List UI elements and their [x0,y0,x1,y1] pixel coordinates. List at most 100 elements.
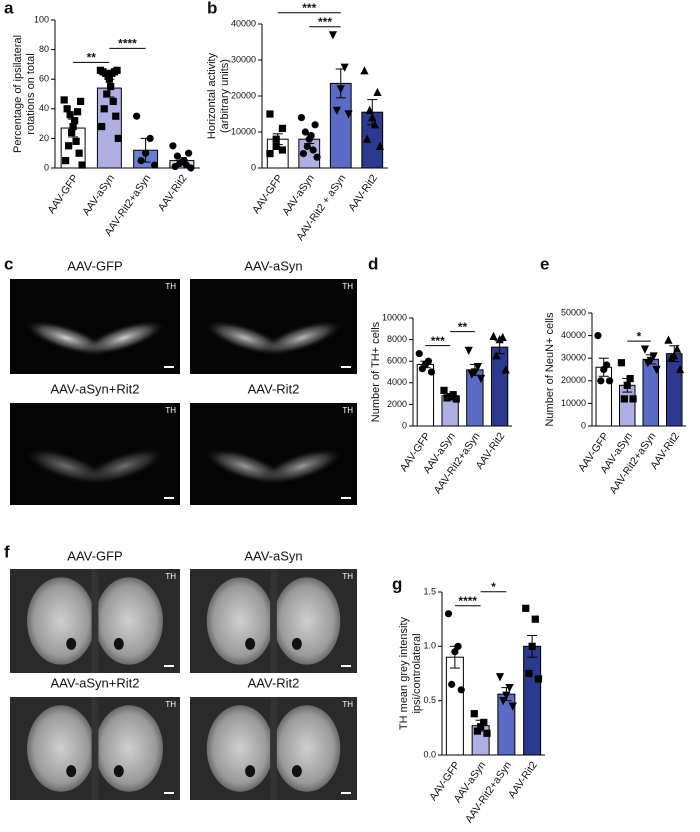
data-point [643,359,652,368]
y-tick-label: 1.5 [423,586,436,596]
midline [270,569,277,673]
data-point [137,157,145,165]
y-axis-label: Horizontal activity [206,52,218,139]
y-axis-label: Number of NeuN+ cells [544,312,556,427]
significance-label: *** [302,1,316,15]
data-point [169,142,177,150]
data-point [617,359,626,367]
data-point [112,112,120,120]
data-point [65,142,73,150]
tissue-dark [113,765,124,778]
data-point [71,117,79,125]
y-axis-label: ipsi/controlateral [411,633,423,713]
data-point [531,615,539,623]
micrograph: TH [190,569,357,673]
signal [260,320,344,356]
tile-title: AAV-Rit2 [248,381,300,396]
data-point [649,352,658,361]
data-point [605,377,614,385]
panel-letter: c [4,254,13,273]
data-point [470,710,478,718]
data-point [473,363,483,372]
data-point [305,135,313,143]
data-point [75,149,83,157]
panel-letter: g [392,574,402,593]
data-point [74,108,82,116]
y-tick-label: 30000 [231,54,256,64]
data-point [508,702,517,711]
data-point [480,718,488,726]
data-point [68,128,76,137]
bar [445,656,464,756]
stain-label: TH [165,572,176,581]
data-point [313,153,321,161]
tile-title: AAV-aSyn [244,258,302,273]
bar [665,353,683,427]
data-point [301,128,309,136]
y-tick-label: 1.0 [423,641,436,651]
y-tick-label: 4000 [387,377,407,387]
data-point [328,31,338,40]
data-point [451,648,459,656]
y-axis-label: rotations on total [25,53,37,134]
data-point [133,112,141,120]
data-point [336,85,345,94]
data-point [185,149,193,157]
midline [91,569,99,673]
tissue [27,577,95,665]
data-point [109,97,117,105]
data-point [492,351,501,360]
y-tick-label: 0 [251,162,256,172]
data-point [464,346,473,355]
midline [270,697,277,800]
data-point [440,386,448,394]
data-point [640,345,650,354]
data-point [675,364,685,374]
y-tick-label: 100 [34,14,49,24]
data-point [370,120,379,129]
tile-title: AAV-Rit2 [248,675,300,690]
data-point [600,365,608,374]
tile-title: AAV-GFP [67,548,122,563]
data-point [100,105,108,113]
stain-label: TH [165,406,176,415]
tissue [273,705,341,792]
bar [523,645,542,756]
data-point [78,161,86,169]
data-point [652,365,661,375]
data-point [620,395,628,403]
y-tick-label: 40000 [231,18,256,28]
data-point [501,365,510,374]
tissue-dark [113,637,124,650]
tissue-dark [66,765,77,778]
data-point [415,350,423,358]
significance-label: *** [431,334,445,348]
data-point [443,394,451,402]
significance-label: * [637,329,642,343]
data-point [664,335,673,344]
data-point [278,124,287,132]
data-point [62,157,70,165]
data-point [522,604,530,612]
significance-label: *** [318,15,332,29]
micrograph: TH [190,697,357,800]
data-point [365,105,374,114]
significance-label: ** [87,50,97,64]
stain-label: TH [165,700,176,709]
data-point [272,142,280,150]
data-point [457,686,465,694]
data-point [278,146,287,154]
data-point [477,723,485,731]
significance-label: **** [118,36,137,50]
data-point [114,134,122,142]
data-point [373,87,382,96]
panel-letter: d [368,254,378,273]
y-tick-label: 10000 [382,312,407,322]
data-point [60,96,68,104]
stain-label: TH [342,406,353,415]
y-tick-label: 40000 [561,330,586,340]
data-point [594,332,602,340]
micrograph: TH [10,279,180,374]
data-point [63,105,71,113]
